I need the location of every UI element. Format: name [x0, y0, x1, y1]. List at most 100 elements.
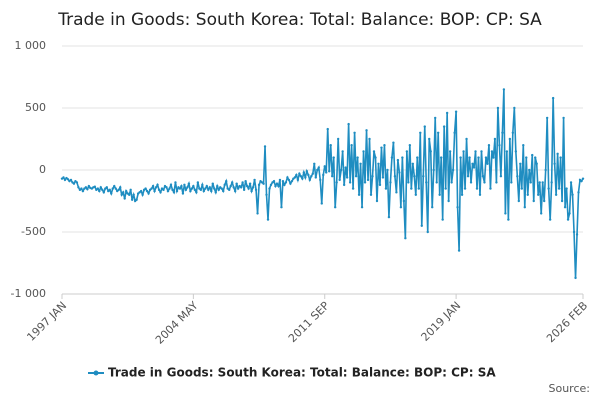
- point: [205, 184, 209, 188]
- x-tick-label: 2004 MAY: [153, 299, 201, 347]
- point: [472, 166, 476, 169]
- point: [481, 175, 485, 178]
- point: [80, 187, 83, 190]
- point: [581, 177, 585, 180]
- point: [338, 178, 341, 182]
- point: [153, 189, 156, 193]
- point: [296, 178, 300, 182]
- point: [504, 212, 507, 215]
- point: [223, 183, 226, 187]
- point: [426, 230, 429, 234]
- point: [562, 116, 565, 120]
- point: [502, 88, 506, 91]
- point: [507, 218, 510, 221]
- point: [308, 178, 312, 182]
- point: [554, 193, 558, 196]
- point: [575, 233, 579, 236]
- point: [568, 212, 571, 215]
- point: [247, 187, 250, 190]
- point: [434, 116, 437, 120]
- point: [192, 184, 195, 188]
- point: [208, 186, 211, 189]
- point: [540, 212, 543, 215]
- point: [483, 181, 486, 184]
- point: [99, 186, 103, 189]
- point: [580, 179, 583, 183]
- point: [150, 187, 153, 190]
- point: [538, 181, 541, 184]
- point: [387, 215, 391, 219]
- point: [569, 181, 573, 184]
- point: [165, 186, 168, 189]
- point: [257, 183, 261, 187]
- point: [345, 176, 349, 179]
- point: [216, 184, 219, 188]
- point: [557, 187, 561, 190]
- point: [328, 170, 331, 173]
- point: [180, 184, 183, 188]
- point: [263, 145, 267, 148]
- point: [428, 137, 431, 141]
- point: [489, 187, 492, 190]
- point: [129, 188, 132, 192]
- point: [368, 137, 371, 141]
- x-tick-label: 1997 JAN: [24, 299, 69, 344]
- point: [290, 179, 294, 183]
- point: [332, 156, 335, 159]
- point: [408, 144, 412, 147]
- point: [339, 168, 343, 172]
- point: [413, 175, 416, 178]
- point: [175, 189, 179, 193]
- point: [322, 173, 325, 177]
- point: [329, 144, 332, 147]
- point: [516, 175, 519, 178]
- point: [187, 182, 191, 185]
- point: [360, 206, 364, 209]
- point: [487, 144, 491, 147]
- point: [432, 168, 435, 172]
- point: [572, 230, 576, 234]
- point: [384, 187, 388, 190]
- point: [242, 188, 246, 192]
- point: [460, 193, 464, 196]
- point: [444, 187, 447, 190]
- point: [232, 186, 235, 189]
- point: [127, 193, 131, 196]
- point: [457, 249, 461, 252]
- point: [544, 168, 547, 172]
- point: [435, 181, 438, 184]
- point: [347, 122, 350, 126]
- point: [277, 184, 280, 188]
- point: [532, 199, 535, 203]
- point: [274, 184, 277, 188]
- point: [371, 175, 374, 178]
- point: [236, 187, 240, 190]
- point: [459, 156, 462, 159]
- point: [342, 183, 346, 187]
- point: [565, 187, 568, 190]
- point: [559, 156, 562, 159]
- point: [393, 175, 397, 178]
- point: [230, 181, 234, 184]
- point: [425, 181, 428, 184]
- point: [113, 184, 116, 188]
- point: [72, 182, 76, 185]
- point: [374, 156, 377, 159]
- point: [268, 187, 271, 190]
- point: [431, 206, 434, 209]
- point: [275, 182, 279, 185]
- x-tick-label: 2019 JAN: [419, 299, 464, 344]
- point: [313, 162, 316, 165]
- point: [351, 187, 355, 190]
- point: [341, 150, 344, 153]
- point: [395, 191, 398, 194]
- point: [574, 276, 577, 280]
- point: [499, 175, 503, 178]
- point: [145, 189, 149, 193]
- point: [280, 206, 283, 209]
- point: [287, 178, 291, 182]
- point: [383, 144, 386, 147]
- point: [542, 199, 546, 203]
- point: [299, 175, 303, 178]
- point: [353, 131, 356, 134]
